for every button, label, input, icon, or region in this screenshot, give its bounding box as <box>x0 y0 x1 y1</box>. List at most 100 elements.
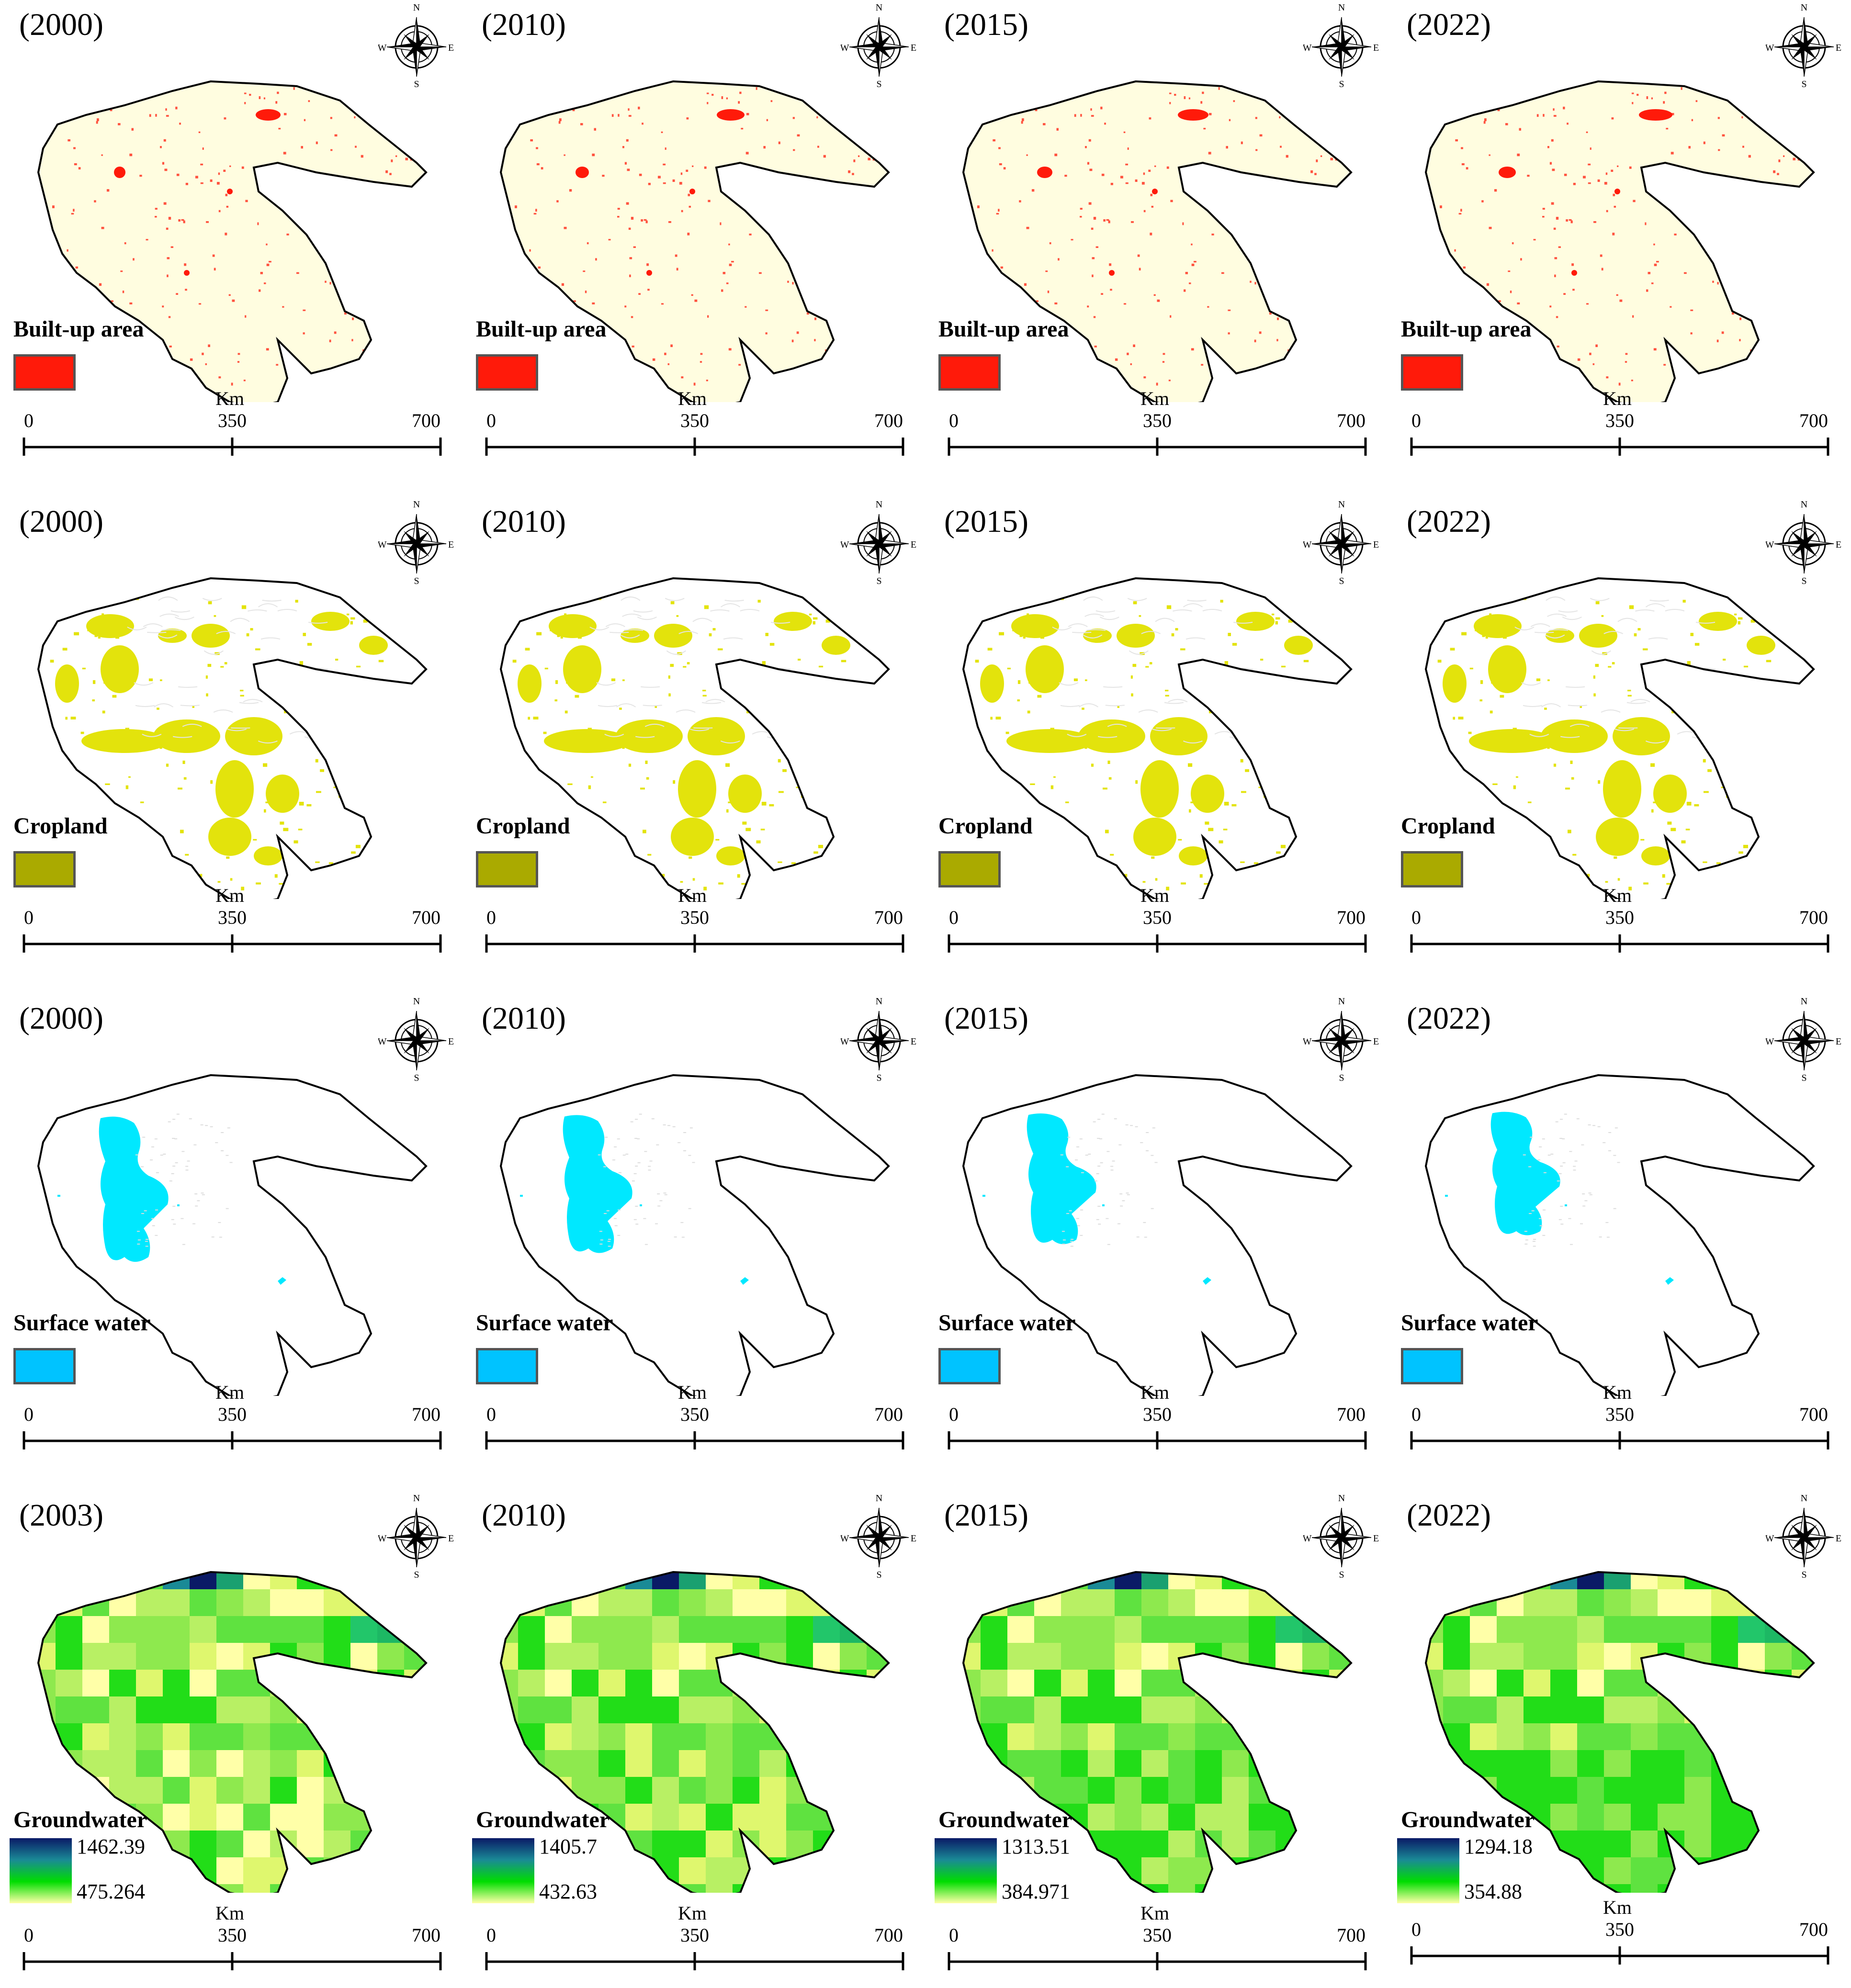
compass-label-s: S <box>1801 1570 1806 1580</box>
scale-tick-label: 700 <box>1799 1404 1828 1425</box>
scale-tick-label: 0 <box>486 907 496 928</box>
lake-shape <box>1027 1113 1096 1244</box>
scale-tick-label: 350 <box>1143 1924 1172 1946</box>
north-arrow-compass-icon: N S E W <box>840 2 917 90</box>
compass-label-n: N <box>1338 500 1345 510</box>
north-arrow-compass-icon: N S E W <box>1303 1493 1379 1580</box>
scale-unit: Km <box>678 885 707 906</box>
legend-swatch <box>1401 851 1463 887</box>
lake-shape <box>563 1115 632 1253</box>
legend-swatch <box>13 1348 76 1384</box>
basin-map <box>499 80 890 408</box>
compass-label-e: E <box>448 43 454 53</box>
scale-tick-label: 350 <box>218 1404 247 1425</box>
year-label: (2015) <box>944 504 1028 539</box>
basin-map <box>962 577 1353 905</box>
legend-title: Cropland <box>1401 813 1495 839</box>
compass-label-w: W <box>1303 1533 1312 1544</box>
compass-label-n: N <box>1338 997 1345 1007</box>
map-panel-2-2: (2015) N S E W Surface water Km 0 350 700 <box>925 994 1388 1491</box>
compass-label-w: W <box>841 43 849 53</box>
compass-label-n: N <box>876 1494 882 1504</box>
basin-map <box>499 1074 890 1402</box>
basin-outline <box>37 577 428 905</box>
scale-unit: Km <box>1140 1381 1169 1403</box>
north-arrow-compass-icon: N S E W <box>840 1493 917 1580</box>
legend-swatch <box>938 1348 1001 1384</box>
compass-label-n: N <box>876 3 882 13</box>
scale-tick-label: 0 <box>486 1404 496 1425</box>
year-label: (2022) <box>1407 1001 1491 1036</box>
scale-unit: Km <box>678 1902 707 1924</box>
legend-title: Built-up area <box>13 316 144 342</box>
map-panel-3-1: (2010) N S E W Groundwater 1405.7 432.63 Km 0 350 7… <box>463 1491 925 1988</box>
compass-label-w: W <box>1766 539 1774 550</box>
legend-min-value: 384.971 <box>1002 1880 1070 1903</box>
scale-tick-label: 700 <box>412 410 440 431</box>
basin-map-wrap <box>491 569 913 905</box>
scale-tick-label: 0 <box>949 1924 959 1946</box>
map-panel-3-3: (2022) N S E W Groundwater 1294.18 354.88 Km 0 350… <box>1388 1491 1850 1988</box>
compass-label-e: E <box>448 539 454 550</box>
compass: N S E W <box>1303 996 1380 1083</box>
basin-outline <box>962 1571 1353 1899</box>
scale-bar: Km 0 350 700 <box>485 388 904 456</box>
compass-label-e: E <box>448 1036 454 1047</box>
basin-area <box>38 1075 426 1401</box>
basin-area <box>38 81 426 407</box>
compass-label-n: N <box>1338 1494 1345 1504</box>
scale-bar: Km 0 350 700 <box>1410 1381 1829 1449</box>
north-arrow-compass-icon: N S E W <box>378 2 454 90</box>
basin-map <box>37 1571 428 1899</box>
compass-label-s: S <box>1801 1073 1806 1083</box>
basin-outline <box>37 1074 428 1402</box>
compass: N S E W <box>1765 996 1842 1083</box>
compass-label-e: E <box>1836 1533 1841 1544</box>
compass-label-s: S <box>414 1570 419 1580</box>
scale-unit: Km <box>215 388 244 409</box>
compass-label-w: W <box>841 1533 849 1544</box>
scale-unit: Km <box>678 1381 707 1403</box>
scale-tick-label: 350 <box>1605 907 1634 928</box>
scale-tick-label: 0 <box>949 410 959 431</box>
scale-tick-label: 0 <box>486 1924 496 1946</box>
year-label: (2010) <box>482 504 566 539</box>
scale-bar: Km 0 350 700 <box>23 1381 442 1449</box>
legend-title: Cropland <box>476 813 570 839</box>
compass-label-w: W <box>378 1036 387 1047</box>
scale-tick-label: 0 <box>24 1404 34 1425</box>
scale-tick-label: 350 <box>1143 907 1172 928</box>
compass-label-n: N <box>876 997 882 1007</box>
scale-tick-label: 350 <box>218 907 247 928</box>
basin-outline <box>499 577 890 905</box>
scale-tick-label: 700 <box>874 1404 903 1425</box>
scale-bar: Km 0 350 700 <box>23 388 442 456</box>
basin-area <box>501 81 889 407</box>
scale-tick-label: 350 <box>1143 1404 1172 1425</box>
compass-label-n: N <box>1801 997 1807 1007</box>
north-arrow-compass-icon: N S E W <box>1765 2 1842 90</box>
compass-label-n: N <box>1801 500 1807 510</box>
compass-label-s: S <box>876 1570 881 1580</box>
map-panel-1-2: (2015) N S E W Cropland Km 0 350 700 <box>925 497 1388 994</box>
basin-outline <box>962 80 1353 408</box>
compass-label-w: W <box>378 539 387 550</box>
year-label: (2010) <box>482 1498 566 1533</box>
legend-color-ramp <box>10 1838 72 1903</box>
legend-max-value: 1294.18 <box>1464 1835 1533 1858</box>
compass: N S E W <box>1303 2 1380 90</box>
basin-outline <box>1424 577 1815 905</box>
basin-outline <box>499 1571 890 1899</box>
north-arrow-compass-icon: N S E W <box>1765 996 1842 1083</box>
compass-label-s: S <box>414 1073 419 1083</box>
legend-min-value: 475.264 <box>77 1880 145 1903</box>
scale-unit: Km <box>1140 388 1169 409</box>
compass: N S E W <box>1765 2 1842 90</box>
basin-map-wrap <box>954 569 1375 905</box>
legend-swatch <box>476 851 538 887</box>
scale-tick-label: 700 <box>1337 410 1366 431</box>
basin-outline <box>1424 1571 1815 1899</box>
compass: N S E W <box>378 1493 455 1580</box>
scale-tick-label: 700 <box>1337 1404 1366 1425</box>
compass-label-e: E <box>1373 1533 1379 1544</box>
